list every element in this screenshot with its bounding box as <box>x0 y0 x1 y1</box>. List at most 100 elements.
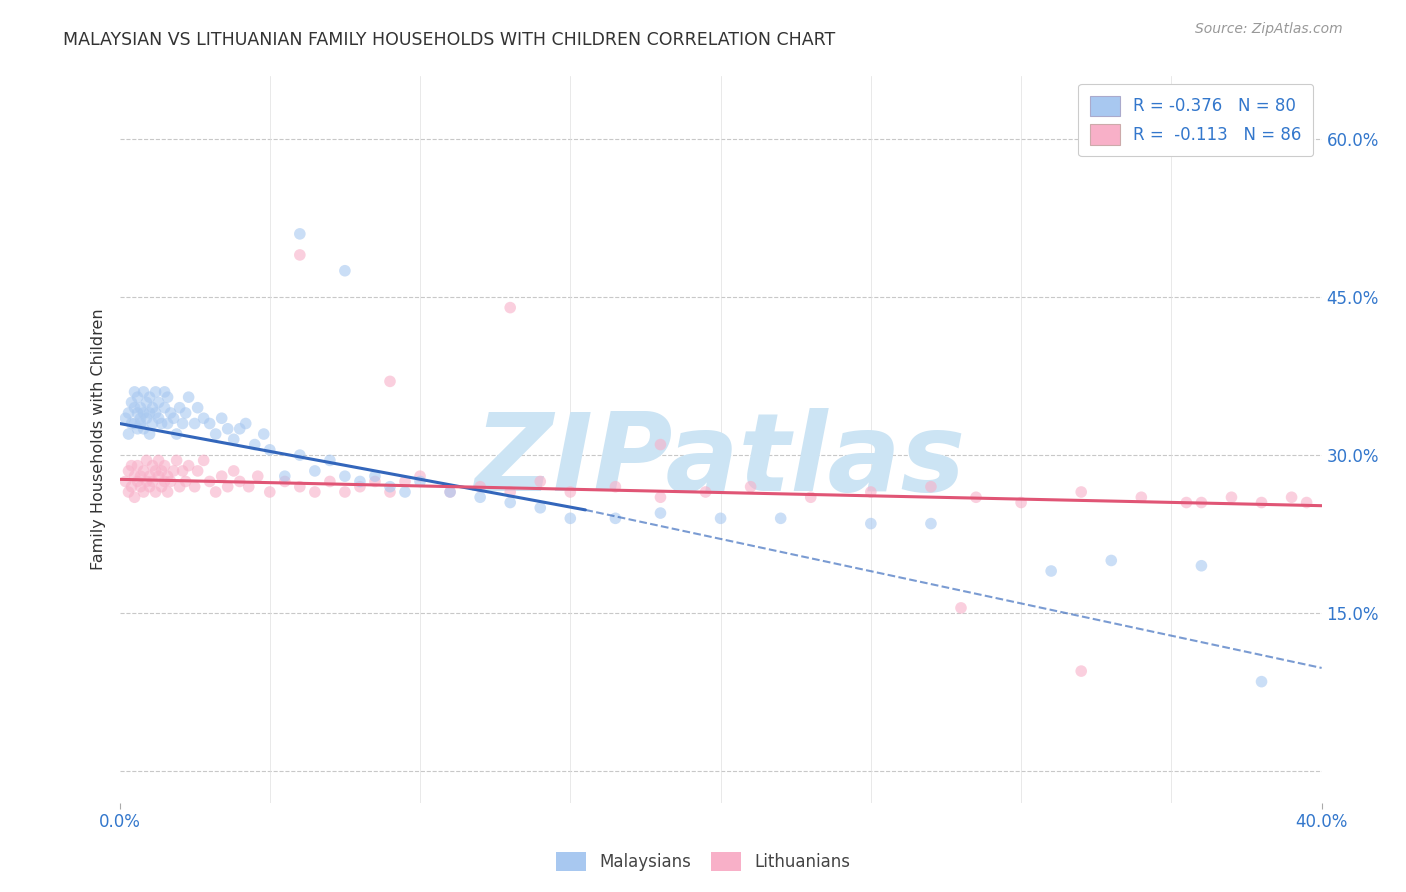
Point <box>172 417 194 431</box>
Point <box>132 464 155 478</box>
Point <box>394 475 416 489</box>
Y-axis label: Family Households with Children: Family Households with Children <box>91 309 107 570</box>
Legend: R = -0.376   N = 80, R =  -0.113   N = 86: R = -0.376 N = 80, R = -0.113 N = 86 <box>1078 84 1313 156</box>
Point <box>138 480 160 494</box>
Point <box>1070 485 1092 500</box>
Point <box>187 401 209 415</box>
Point <box>950 600 973 615</box>
Point <box>274 469 297 483</box>
Point <box>135 475 157 489</box>
Point <box>211 411 233 425</box>
Point <box>1070 664 1092 678</box>
Point <box>129 480 152 494</box>
Point <box>499 301 522 315</box>
Text: MALAYSIAN VS LITHUANIAN FAMILY HOUSEHOLDS WITH CHILDREN CORRELATION CHART: MALAYSIAN VS LITHUANIAN FAMILY HOUSEHOLD… <box>63 31 835 49</box>
Text: ZIPatlas: ZIPatlas <box>475 409 966 514</box>
Point <box>409 475 432 489</box>
Point <box>166 427 188 442</box>
Point <box>193 453 215 467</box>
Point <box>409 469 432 483</box>
Point <box>129 401 152 415</box>
Point <box>142 401 165 415</box>
Point <box>174 406 197 420</box>
Point <box>153 384 176 399</box>
Point <box>605 511 627 525</box>
Point <box>228 422 252 436</box>
Point <box>304 485 326 500</box>
Point <box>439 485 461 500</box>
Point <box>319 475 342 489</box>
Point <box>138 469 160 483</box>
Point <box>169 480 191 494</box>
Point <box>605 480 627 494</box>
Point <box>1189 495 1212 509</box>
Point <box>172 464 194 478</box>
Point <box>204 427 226 442</box>
Point <box>124 469 146 483</box>
Point <box>145 406 167 420</box>
Point <box>198 417 221 431</box>
Point <box>1295 495 1317 509</box>
Point <box>1010 495 1032 509</box>
Point <box>132 406 155 420</box>
Point <box>243 437 266 451</box>
Point <box>1040 564 1063 578</box>
Point <box>121 458 143 473</box>
Point <box>156 417 179 431</box>
Point <box>259 442 281 457</box>
Point <box>1250 674 1272 689</box>
Point <box>148 453 170 467</box>
Point <box>349 475 371 489</box>
Point <box>150 417 173 431</box>
Point <box>211 469 233 483</box>
Point <box>394 485 416 500</box>
Point <box>333 264 356 278</box>
Point <box>117 485 139 500</box>
Point <box>117 406 139 420</box>
Point <box>333 469 356 483</box>
Point <box>198 475 221 489</box>
Point <box>159 475 181 489</box>
Point <box>238 480 260 494</box>
Point <box>364 469 387 483</box>
Point <box>217 422 239 436</box>
Point <box>121 417 143 431</box>
Point <box>859 485 882 500</box>
Point <box>124 401 146 415</box>
Point <box>132 422 155 436</box>
Point <box>222 433 245 447</box>
Point <box>132 384 155 399</box>
Point <box>253 427 276 442</box>
Legend: Malaysians, Lithuanians: Malaysians, Lithuanians <box>547 843 859 880</box>
Point <box>228 475 252 489</box>
Point <box>156 485 179 500</box>
Point <box>114 411 136 425</box>
Point <box>529 475 551 489</box>
Point <box>769 511 792 525</box>
Point <box>1130 490 1153 504</box>
Point <box>121 480 143 494</box>
Point <box>349 480 371 494</box>
Point <box>135 411 157 425</box>
Point <box>740 480 762 494</box>
Point <box>138 427 160 442</box>
Point <box>439 485 461 500</box>
Point <box>121 395 143 409</box>
Point <box>1281 490 1303 504</box>
Point <box>142 458 165 473</box>
Point <box>274 475 297 489</box>
Point <box>142 417 165 431</box>
Point <box>204 485 226 500</box>
Point <box>138 390 160 404</box>
Point <box>166 453 188 467</box>
Point <box>217 480 239 494</box>
Point <box>177 458 200 473</box>
Point <box>378 375 401 389</box>
Point <box>800 490 823 504</box>
Point <box>920 516 942 531</box>
Point <box>499 485 522 500</box>
Point <box>135 395 157 409</box>
Point <box>124 417 146 431</box>
Text: Source: ZipAtlas.com: Source: ZipAtlas.com <box>1195 22 1343 37</box>
Point <box>1099 553 1122 567</box>
